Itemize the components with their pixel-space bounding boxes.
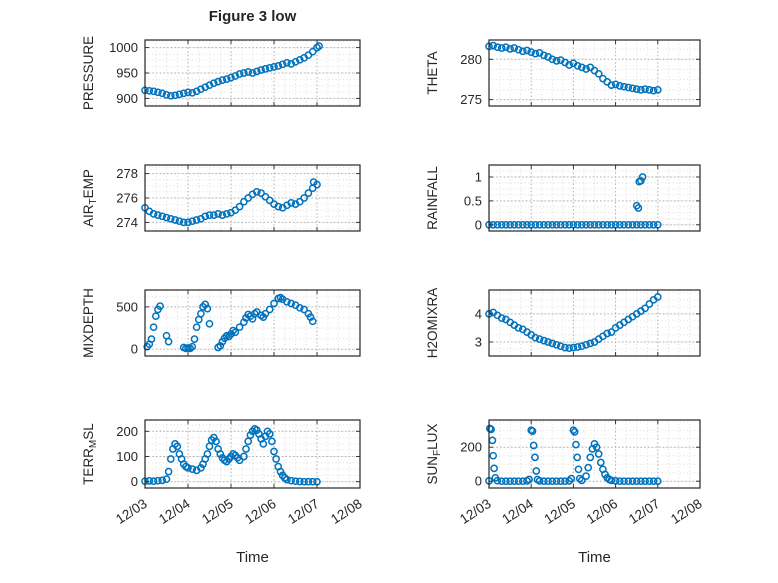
y-tick-label: 278 (116, 166, 138, 181)
y-tick-label: 0 (475, 474, 482, 489)
scatter-markers (485, 424, 662, 486)
scatter-markers (143, 293, 317, 353)
tick-marks (144, 420, 361, 488)
x-tick-label: 12/03 (457, 496, 494, 527)
scatter-markers (141, 178, 321, 227)
y-axis-label-AIR_TEMP: AIRTEMP (81, 169, 99, 227)
x-tick-label: 12/05 (542, 496, 579, 527)
minor-grid (489, 420, 700, 488)
y-axis-label-MIXDEPTH: MIXDEPTH (81, 288, 96, 358)
axes-box (144, 419, 361, 489)
subplot-H2OMIXRA: 3 4 H2OMIXRA (425, 288, 701, 359)
major-grid (145, 290, 360, 356)
subplot-SUN_FLUX: 0 200 SUNFLUX 12/03 12/04 12/05 12/06 12/07 12/0… (425, 419, 705, 527)
scatter-markers (141, 42, 323, 100)
x-tick-label: 12/06 (584, 496, 621, 527)
y-tick-label: 275 (460, 92, 482, 107)
scatter-markers (485, 41, 662, 95)
y-tick-label: 1000 (109, 40, 138, 55)
x-tick-label: 12/06 (242, 496, 279, 527)
y-axis-label-THETA: THETA (425, 51, 440, 94)
y-tick-label: 1 (475, 170, 482, 185)
minor-grid (145, 290, 360, 356)
scatter-markers (485, 173, 662, 229)
y-tick-label: 900 (116, 91, 138, 106)
axes-box (488, 164, 701, 232)
y-tick-label: 280 (460, 52, 482, 67)
subplot-MIXDEPTH: 0 500 MIXDEPTH (81, 288, 361, 358)
subplot-THETA: 275 280 THETA (425, 39, 701, 107)
y-tick-label: 4 (475, 306, 482, 321)
y-tick-label: 500 (116, 299, 138, 314)
minor-grid (489, 165, 700, 232)
subplot-TERR_MSL: 0 100 200 TERRMSL 12/03 12/04 12/05 12/06 12/07 1… (81, 419, 365, 527)
y-tick-label: 200 (116, 424, 138, 439)
y-axis-label-SUN_FLUX: SUNFLUX (425, 424, 443, 485)
y-axis-label-PRESSURE: PRESSURE (81, 36, 96, 110)
y-tick-label: 950 (116, 66, 138, 81)
x-tick-label: 12/08 (668, 496, 705, 527)
xlabel-time-left: Time (236, 549, 269, 566)
tick-marks (144, 165, 361, 231)
y-tick-label: 3 (475, 335, 482, 350)
figure-title: Figure 3 low (208, 8, 297, 25)
y-axis-label-RAINFALL: RAINFALL (425, 166, 440, 230)
tick-marks (488, 290, 701, 356)
y-axis-label-H2OMIXRA: H2OMIXRA (425, 288, 440, 359)
y-tick-label: 276 (116, 191, 138, 206)
scatter-markers (485, 293, 662, 352)
y-axis-label-TERR_MSL: TERRMSL (81, 423, 99, 485)
x-tick-label: 12/03 (113, 496, 150, 527)
x-tick-label: 12/04 (499, 496, 536, 527)
xlabel-time-right: Time (578, 549, 611, 566)
x-tick-label: 12/04 (156, 496, 193, 527)
y-tick-label: 274 (116, 215, 138, 230)
tick-marks (488, 165, 701, 231)
y-tick-label: 0 (475, 217, 482, 232)
axes-box (144, 289, 361, 357)
x-tick-label: 12/05 (199, 496, 236, 527)
subplot-AIR_TEMP: 274 276 278 AIRTEMP (81, 164, 361, 232)
y-tick-label: 0 (131, 342, 138, 357)
axes-box (488, 39, 701, 107)
scatter-markers (141, 424, 321, 486)
axes-box (488, 289, 701, 357)
tick-marks (488, 40, 701, 106)
subplot-RAINFALL: 0 0.5 1 RAINFALL (425, 164, 701, 232)
tick-marks (144, 40, 361, 106)
tick-marks (488, 420, 701, 488)
y-tick-label: 200 (460, 440, 482, 455)
x-tick-label: 12/07 (285, 496, 322, 527)
tick-marks (144, 290, 361, 356)
y-tick-label: 0.5 (464, 193, 482, 208)
y-tick-label: 0 (131, 474, 138, 489)
subplot-PRESSURE: 900 950 1000 PRESSURE (81, 36, 361, 110)
minor-grid (489, 290, 700, 356)
x-tick-label: 12/08 (328, 496, 365, 527)
axes-box (488, 419, 701, 489)
x-tick-label: 12/07 (626, 496, 663, 527)
major-grid (145, 40, 360, 106)
y-tick-label: 100 (116, 449, 138, 464)
